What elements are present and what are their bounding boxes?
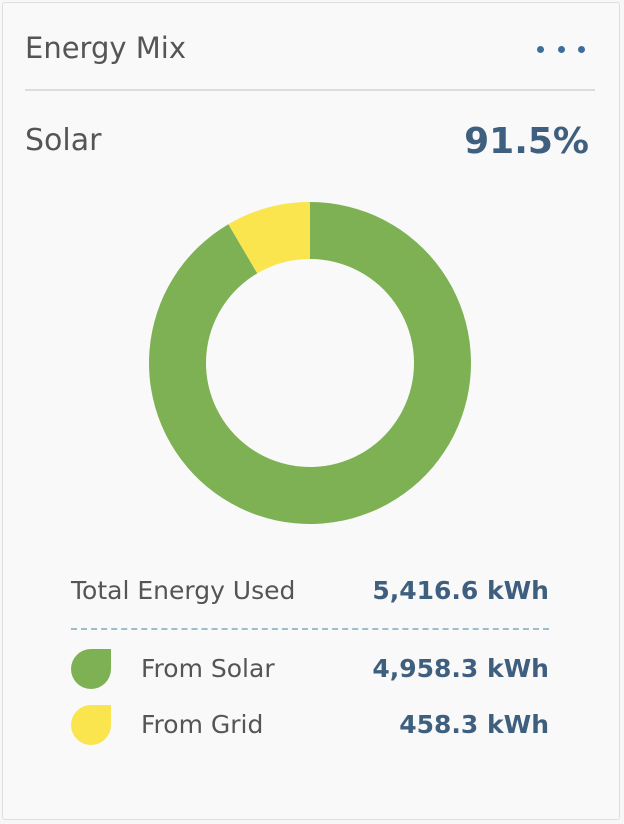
metric-label: Solar: [25, 123, 102, 158]
dashed-divider: [71, 628, 549, 630]
menu-dot: [557, 45, 565, 53]
metric-value: 91.5%: [464, 121, 589, 162]
menu-dot: [578, 45, 585, 53]
total-energy-value: 5,416.6 kWh: [372, 576, 549, 605]
total-energy-label: Total Energy Used: [71, 576, 296, 605]
energy-donut-chart: [149, 202, 471, 524]
from-solar-label: From Solar: [141, 654, 275, 683]
donut-slice-from-grid: [228, 202, 310, 274]
grid-leaf-icon: [71, 705, 111, 745]
total-energy-row: Total Energy Used 5,416.6 kWh: [71, 571, 549, 611]
from-solar-value: 4,958.3 kWh: [372, 654, 549, 683]
from-grid-value: 458.3 kWh: [399, 710, 549, 739]
menu-dot: [537, 45, 544, 53]
card-header: Energy Mix: [25, 29, 595, 91]
donut-slice-from-solar: [149, 202, 471, 524]
from-solar-row: From Solar 4,958.3 kWh: [71, 649, 549, 689]
solar-leaf-icon: [71, 649, 111, 689]
from-grid-label: From Grid: [141, 710, 264, 739]
from-grid-row: From Grid 458.3 kWh: [71, 705, 549, 745]
more-options-icon[interactable]: [537, 43, 585, 55]
card-title: Energy Mix: [25, 31, 186, 65]
